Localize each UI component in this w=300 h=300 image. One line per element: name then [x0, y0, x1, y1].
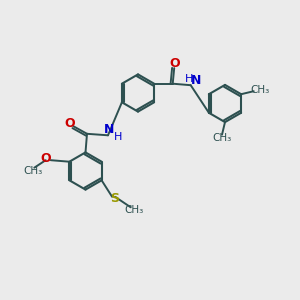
Text: CH₃: CH₃ [212, 133, 232, 143]
Text: H: H [185, 74, 194, 84]
Text: N: N [104, 123, 115, 136]
Text: H: H [113, 132, 122, 142]
Text: CH₃: CH₃ [23, 166, 42, 176]
Text: N: N [191, 74, 201, 87]
Text: O: O [40, 152, 51, 165]
Text: O: O [64, 117, 75, 130]
Text: O: O [169, 57, 179, 70]
Text: CH₃: CH₃ [124, 205, 143, 215]
Text: CH₃: CH₃ [250, 85, 269, 95]
Text: S: S [111, 192, 120, 205]
